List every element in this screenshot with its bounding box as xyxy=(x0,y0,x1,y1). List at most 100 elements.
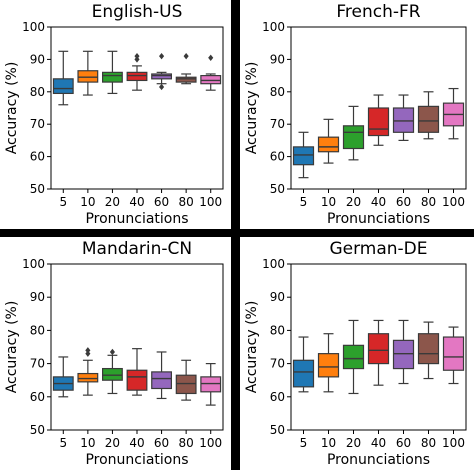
x-axis-label: Pronunciations xyxy=(327,452,430,468)
box-100 xyxy=(442,87,465,140)
box-rect xyxy=(151,73,173,80)
panel-mandarin-cn: Mandarin-CN 50 60 70 80 90 100 5 10 20 40 60 80 100 Pr… xyxy=(0,237,231,470)
box-60 xyxy=(151,52,173,91)
chart-title: French-FR xyxy=(336,2,420,22)
y-tick-label: 60 xyxy=(270,390,285,404)
x-tick-label: 80 xyxy=(179,195,194,209)
y-tick-label: 80 xyxy=(270,85,285,99)
x-axis-label: Pronunciations xyxy=(327,211,430,227)
box-20 xyxy=(101,348,123,395)
box-rect xyxy=(292,359,315,388)
y-tick-label: 70 xyxy=(270,117,285,131)
box-10 xyxy=(77,50,99,96)
outlier-point xyxy=(134,52,140,60)
box-rect xyxy=(367,333,390,365)
x-tick-label: 40 xyxy=(129,436,144,450)
x-tick-label: 60 xyxy=(396,195,411,209)
box-rect xyxy=(175,374,197,395)
y-axis-label: Accuracy (%) xyxy=(244,301,260,394)
y-axis-label: Accuracy (%) xyxy=(4,301,20,394)
x-tick-label: 60 xyxy=(396,436,411,450)
box-80 xyxy=(175,359,197,401)
y-tick-label: 100 xyxy=(262,257,285,271)
box-5 xyxy=(292,131,315,179)
plot-frame xyxy=(50,26,224,190)
x-tick-label: 100 xyxy=(199,436,222,450)
box-40 xyxy=(126,52,148,91)
y-tick-label: 60 xyxy=(270,150,285,164)
y-tick-label: 100 xyxy=(22,257,45,271)
y-tick-label: 50 xyxy=(270,182,285,196)
box-20 xyxy=(342,105,365,161)
panel-french-fr: French-FR 50 60 70 80 90 100 5 10 20 40 60 80 100 Pron… xyxy=(240,0,474,229)
outlier-point xyxy=(85,350,91,357)
box-60 xyxy=(392,94,415,141)
y-tick-label: 90 xyxy=(270,290,285,304)
chart-svg: German-DE 50 60 70 80 90 100 5 10 20 40 60 80 100 Pron… xyxy=(244,239,467,468)
box-80 xyxy=(417,321,440,380)
y-tick-label: 80 xyxy=(30,323,45,337)
box-rect xyxy=(52,78,74,95)
x-tick-label: 40 xyxy=(371,436,386,450)
y-tick-label: 90 xyxy=(270,52,285,66)
box-rect xyxy=(101,71,123,83)
x-tick-label: 80 xyxy=(421,436,436,450)
box-5 xyxy=(292,336,315,393)
box-100 xyxy=(200,54,222,91)
chart-title: Mandarin-CN xyxy=(82,239,192,259)
x-tick-label: 60 xyxy=(154,436,169,450)
chart-svg: French-FR 50 60 70 80 90 100 5 10 20 40 60 80 100 Pron… xyxy=(244,2,467,227)
box-rect xyxy=(392,339,415,370)
box-20 xyxy=(101,50,123,95)
plot-frame xyxy=(50,263,224,431)
box-rect xyxy=(292,146,315,166)
plot-frame xyxy=(290,263,467,431)
box-rect xyxy=(126,71,148,82)
plot-frame xyxy=(290,26,467,190)
chart-svg: Mandarin-CN 50 60 70 80 90 100 5 10 20 40 60 80 100 Pr… xyxy=(4,239,224,468)
x-tick-label: 5 xyxy=(59,195,67,209)
outlier-point xyxy=(183,52,189,60)
box-rect xyxy=(101,367,123,381)
x-tick-label: 20 xyxy=(346,195,361,209)
y-tick-label: 90 xyxy=(30,290,45,304)
box-rect xyxy=(77,372,99,383)
box-60 xyxy=(151,351,173,400)
y-tick-label: 80 xyxy=(30,85,45,99)
box-rect xyxy=(317,136,340,153)
outlier-point xyxy=(134,56,140,63)
x-tick-label: 20 xyxy=(105,195,120,209)
box-rect xyxy=(417,333,440,365)
box-rect xyxy=(151,371,173,390)
panel-german-de: German-DE 50 60 70 80 90 100 5 10 20 40 60 80 100 Pron… xyxy=(240,237,474,470)
box-rect xyxy=(367,107,390,137)
outlier-point xyxy=(159,83,165,91)
box-80 xyxy=(417,91,440,140)
x-tick-label: 10 xyxy=(80,195,95,209)
y-axis-label: Accuracy (%) xyxy=(4,62,20,155)
box-rect xyxy=(342,344,365,370)
y-tick-label: 100 xyxy=(262,20,285,34)
box-80 xyxy=(175,52,197,85)
y-tick-label: 70 xyxy=(30,357,45,371)
box-rect xyxy=(175,76,197,83)
x-tick-label: 10 xyxy=(321,195,336,209)
x-tick-label: 10 xyxy=(321,436,336,450)
y-tick-label: 60 xyxy=(30,150,45,164)
chart-svg: English-US 50 60 70 80 90 100 5 10 20 40 60 80 100 Pro… xyxy=(4,2,224,227)
x-tick-label: 5 xyxy=(59,436,67,450)
box-40 xyxy=(367,319,390,386)
x-tick-label: 100 xyxy=(442,436,465,450)
box-40 xyxy=(126,348,148,396)
y-tick-label: 50 xyxy=(30,182,45,196)
box-rect xyxy=(442,336,465,371)
box-rect xyxy=(417,105,440,133)
box-100 xyxy=(442,326,465,385)
box-rect xyxy=(77,70,99,83)
outlier-point xyxy=(109,348,115,356)
x-axis-label: Pronunciations xyxy=(85,452,188,468)
y-tick-label: 90 xyxy=(30,52,45,66)
chart-title: German-DE xyxy=(329,239,427,259)
box-rect xyxy=(317,353,340,378)
